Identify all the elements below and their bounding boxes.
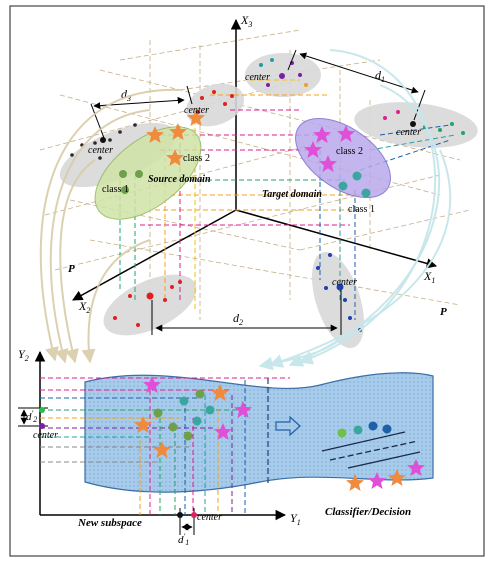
target-top-center-label: center bbox=[245, 72, 270, 83]
projection-p-left: P bbox=[68, 263, 75, 275]
y2-purple-point bbox=[39, 423, 45, 429]
target-domain-label: Target domain bbox=[262, 189, 322, 200]
source-top-points bbox=[196, 90, 234, 114]
x1-label: X1 bbox=[423, 269, 435, 285]
projection-p-right: P bbox=[440, 306, 447, 318]
d2-label: d2 bbox=[233, 311, 243, 327]
target-right-center bbox=[410, 121, 416, 127]
projection-lines-lower-v bbox=[139, 380, 246, 515]
classifier-label: Classifier/Decision bbox=[325, 506, 411, 518]
source-bottom-points bbox=[113, 280, 182, 327]
source-bottom-center bbox=[146, 292, 154, 300]
y2-label: Y2 bbox=[18, 347, 29, 363]
projection-lines-lower-h bbox=[40, 377, 290, 463]
source-center-label: center bbox=[88, 145, 113, 156]
x2-label: X2 bbox=[78, 299, 90, 315]
to-classifier-arrow-icon bbox=[275, 415, 301, 437]
target-right-points bbox=[383, 110, 465, 135]
y2-center-label: center bbox=[33, 430, 58, 441]
d3-label: d3 bbox=[121, 87, 131, 103]
source-class1-label: class 1 bbox=[102, 184, 129, 195]
y1-center-label: center bbox=[197, 512, 222, 523]
subspace-ribbon bbox=[84, 372, 434, 493]
source-class1-dots bbox=[119, 170, 143, 194]
y1-black-point bbox=[177, 512, 183, 518]
projection-arrows-source bbox=[39, 88, 181, 364]
new-subspace-label: New subspace bbox=[77, 517, 142, 529]
classifier-boundaries bbox=[321, 431, 421, 469]
ribbon-dots bbox=[153, 389, 215, 441]
x1-axis bbox=[235, 209, 438, 269]
source-top-center-label: center bbox=[184, 105, 209, 116]
x3-label: X3 bbox=[240, 13, 252, 29]
y1-red-point bbox=[191, 512, 197, 518]
y1-label: Y1 bbox=[290, 511, 301, 527]
source-class2-label: class 2 bbox=[183, 153, 210, 164]
classifier-dots bbox=[337, 421, 392, 438]
target-right-center-label: center bbox=[396, 127, 421, 138]
target-gray-cluster-bottom bbox=[311, 251, 365, 349]
d1-prime-label: d′1 bbox=[178, 532, 189, 547]
target-bottom-center-label: center bbox=[332, 277, 357, 288]
target-class1-label: class 1 bbox=[348, 204, 375, 215]
y2-green-point bbox=[39, 407, 45, 413]
target-class2-label: class 2 bbox=[336, 146, 363, 157]
source-domain-label: Source domain bbox=[148, 174, 211, 185]
source-center-point bbox=[100, 137, 106, 143]
source-gray-cluster-bottom bbox=[103, 274, 197, 336]
outer-border bbox=[9, 5, 485, 557]
d1-label: d1 bbox=[375, 68, 385, 84]
target-class1-dots bbox=[338, 171, 371, 198]
target-bottom-center bbox=[336, 283, 344, 291]
source-domain-ellipse bbox=[94, 126, 202, 220]
projection-arrows-target bbox=[258, 49, 452, 371]
target-gray-cluster-right bbox=[354, 102, 478, 148]
target-top-center bbox=[279, 73, 285, 79]
d2-prime-label: d′2 bbox=[26, 409, 37, 424]
d1-arrow bbox=[299, 52, 419, 94]
